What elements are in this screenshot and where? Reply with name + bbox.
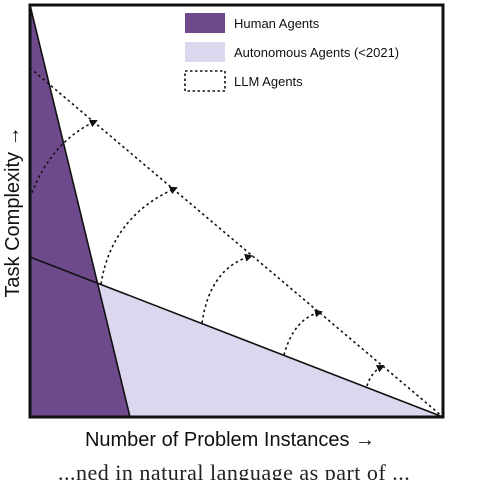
legend-swatch-autonomous [185,42,225,62]
autonomous-boundary-line [29,256,444,418]
plot-frame [28,3,445,419]
x-axis-label: Number of Problem Instances → [85,429,375,451]
legend-label-human: Human Agents [234,16,320,31]
legend-swatch-human [185,13,225,33]
expansion-arrow [283,309,323,356]
expansion-arrow [201,253,253,324]
caption-fragment: ...ned in natural language as part of ..… [58,460,411,480]
llm-frontier-line [29,67,444,418]
legend-swatch-llm [184,70,226,92]
legend-label-llm: LLM Agents [234,74,303,89]
expansion-arrow [100,186,178,285]
legend: Human Agents Autonomous Agents (<2021) L… [184,13,399,92]
human-boundary-line [29,4,131,418]
expansion-arrow [29,119,98,199]
y-axis-label: Task Complexity → [2,126,24,297]
legend-label-autonomous: Autonomous Agents (<2021) [234,45,399,60]
agents-diagram: Human Agents Autonomous Agents (<2021) L… [2,3,445,451]
expansion-arrow [366,365,385,387]
